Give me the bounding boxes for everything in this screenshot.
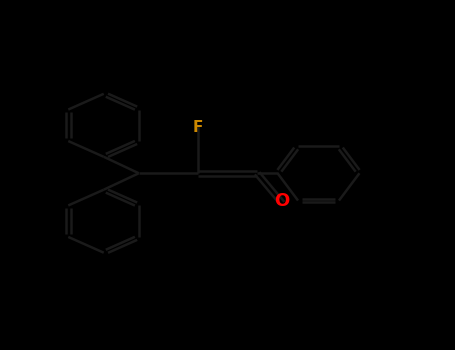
Text: F: F [193,120,203,135]
Text: O: O [274,192,290,210]
